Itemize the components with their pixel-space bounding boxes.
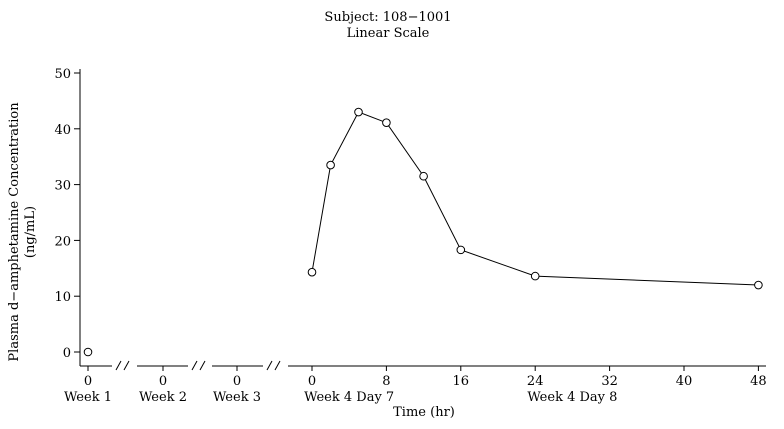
y-tick-label: 40 <box>54 123 71 138</box>
x-tick-label: 0 <box>84 374 92 389</box>
data-point <box>456 245 466 255</box>
chart-subtitle: Linear Scale <box>347 26 430 41</box>
series-line <box>311 111 759 286</box>
y-tick-label: 50 <box>54 67 71 82</box>
y-tick-label: 20 <box>54 234 71 249</box>
x-group-label: Week 2 <box>139 390 187 405</box>
data-point <box>354 107 363 117</box>
x-tick-label: 0 <box>159 374 167 389</box>
axis-break-mark <box>266 360 273 371</box>
x-tick-label: 0 <box>233 374 241 389</box>
axis-break-mark <box>123 360 130 371</box>
x-tick-label: 48 <box>750 374 767 389</box>
x-group-label: Week 4 Day 7 <box>304 390 394 405</box>
data-marks <box>83 107 763 357</box>
x-tick-label: 0 <box>308 374 316 389</box>
data-point <box>419 171 428 181</box>
data-point <box>307 267 317 277</box>
x-tick-label: 16 <box>453 374 470 389</box>
x-tick-label: 40 <box>676 374 693 389</box>
x-tick-label: 32 <box>601 374 618 389</box>
x-tick-label: 8 <box>382 374 390 389</box>
y-tick-label: 10 <box>54 290 71 305</box>
y-tick-label: 0 <box>63 346 71 361</box>
data-point <box>754 280 763 290</box>
data-point <box>530 271 540 281</box>
axis-break-mark <box>199 360 206 371</box>
axis-break-mark <box>191 360 198 371</box>
x-group-label: Week 3 <box>213 390 261 405</box>
data-point <box>382 118 391 127</box>
y-tick-label: 30 <box>54 179 71 194</box>
x-axis-label: Time (hr) <box>393 405 455 420</box>
data-point <box>83 347 93 357</box>
x-group-label: Week 1 <box>64 390 112 405</box>
y-axis-label-units: (ng/mL) <box>23 206 38 258</box>
axis-break-mark <box>115 360 122 371</box>
data-point <box>326 160 335 170</box>
y-axis-label: Plasma d−amphetamine Concentration <box>7 102 22 362</box>
axis-break-mark <box>274 360 281 371</box>
x-tick-label: 24 <box>527 374 544 389</box>
chart-title: Subject: 108−1001 <box>324 10 451 25</box>
x-group-label: Week 4 Day 8 <box>527 390 617 405</box>
